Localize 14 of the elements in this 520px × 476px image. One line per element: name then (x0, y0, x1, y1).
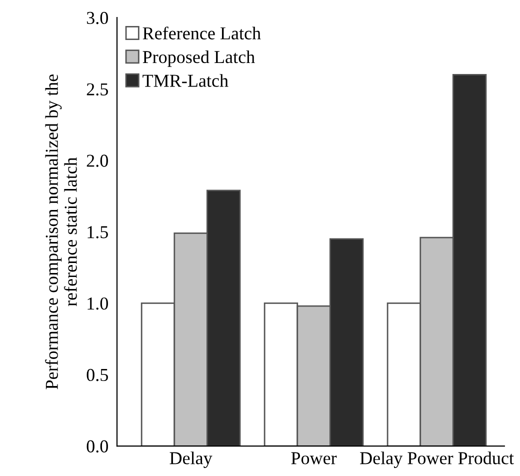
y-axis-title: Performance comparison normalized by the reference static latch (45, 74, 77, 390)
legend-label: TMR-Latch (142, 74, 228, 87)
y-tick-label: 1.5 (88, 226, 108, 238)
legend-label: Reference Latch (142, 26, 261, 40)
x-tick-label: Delay Power Product (360, 452, 514, 468)
x-tick-label: Delay (170, 452, 212, 468)
y-tick-label: 0.5 (86, 368, 108, 382)
y-tick-label: 3.0 (86, 12, 108, 24)
y-tick-label: 2.0 (86, 154, 108, 167)
y-tick-label: 0.0 (86, 440, 108, 453)
y-tick-label: 1.0 (88, 297, 108, 310)
x-tick-label: Power (291, 452, 337, 464)
y-tick-label: 2.5 (86, 83, 108, 96)
legend-label: Proposed Latch (142, 50, 255, 67)
